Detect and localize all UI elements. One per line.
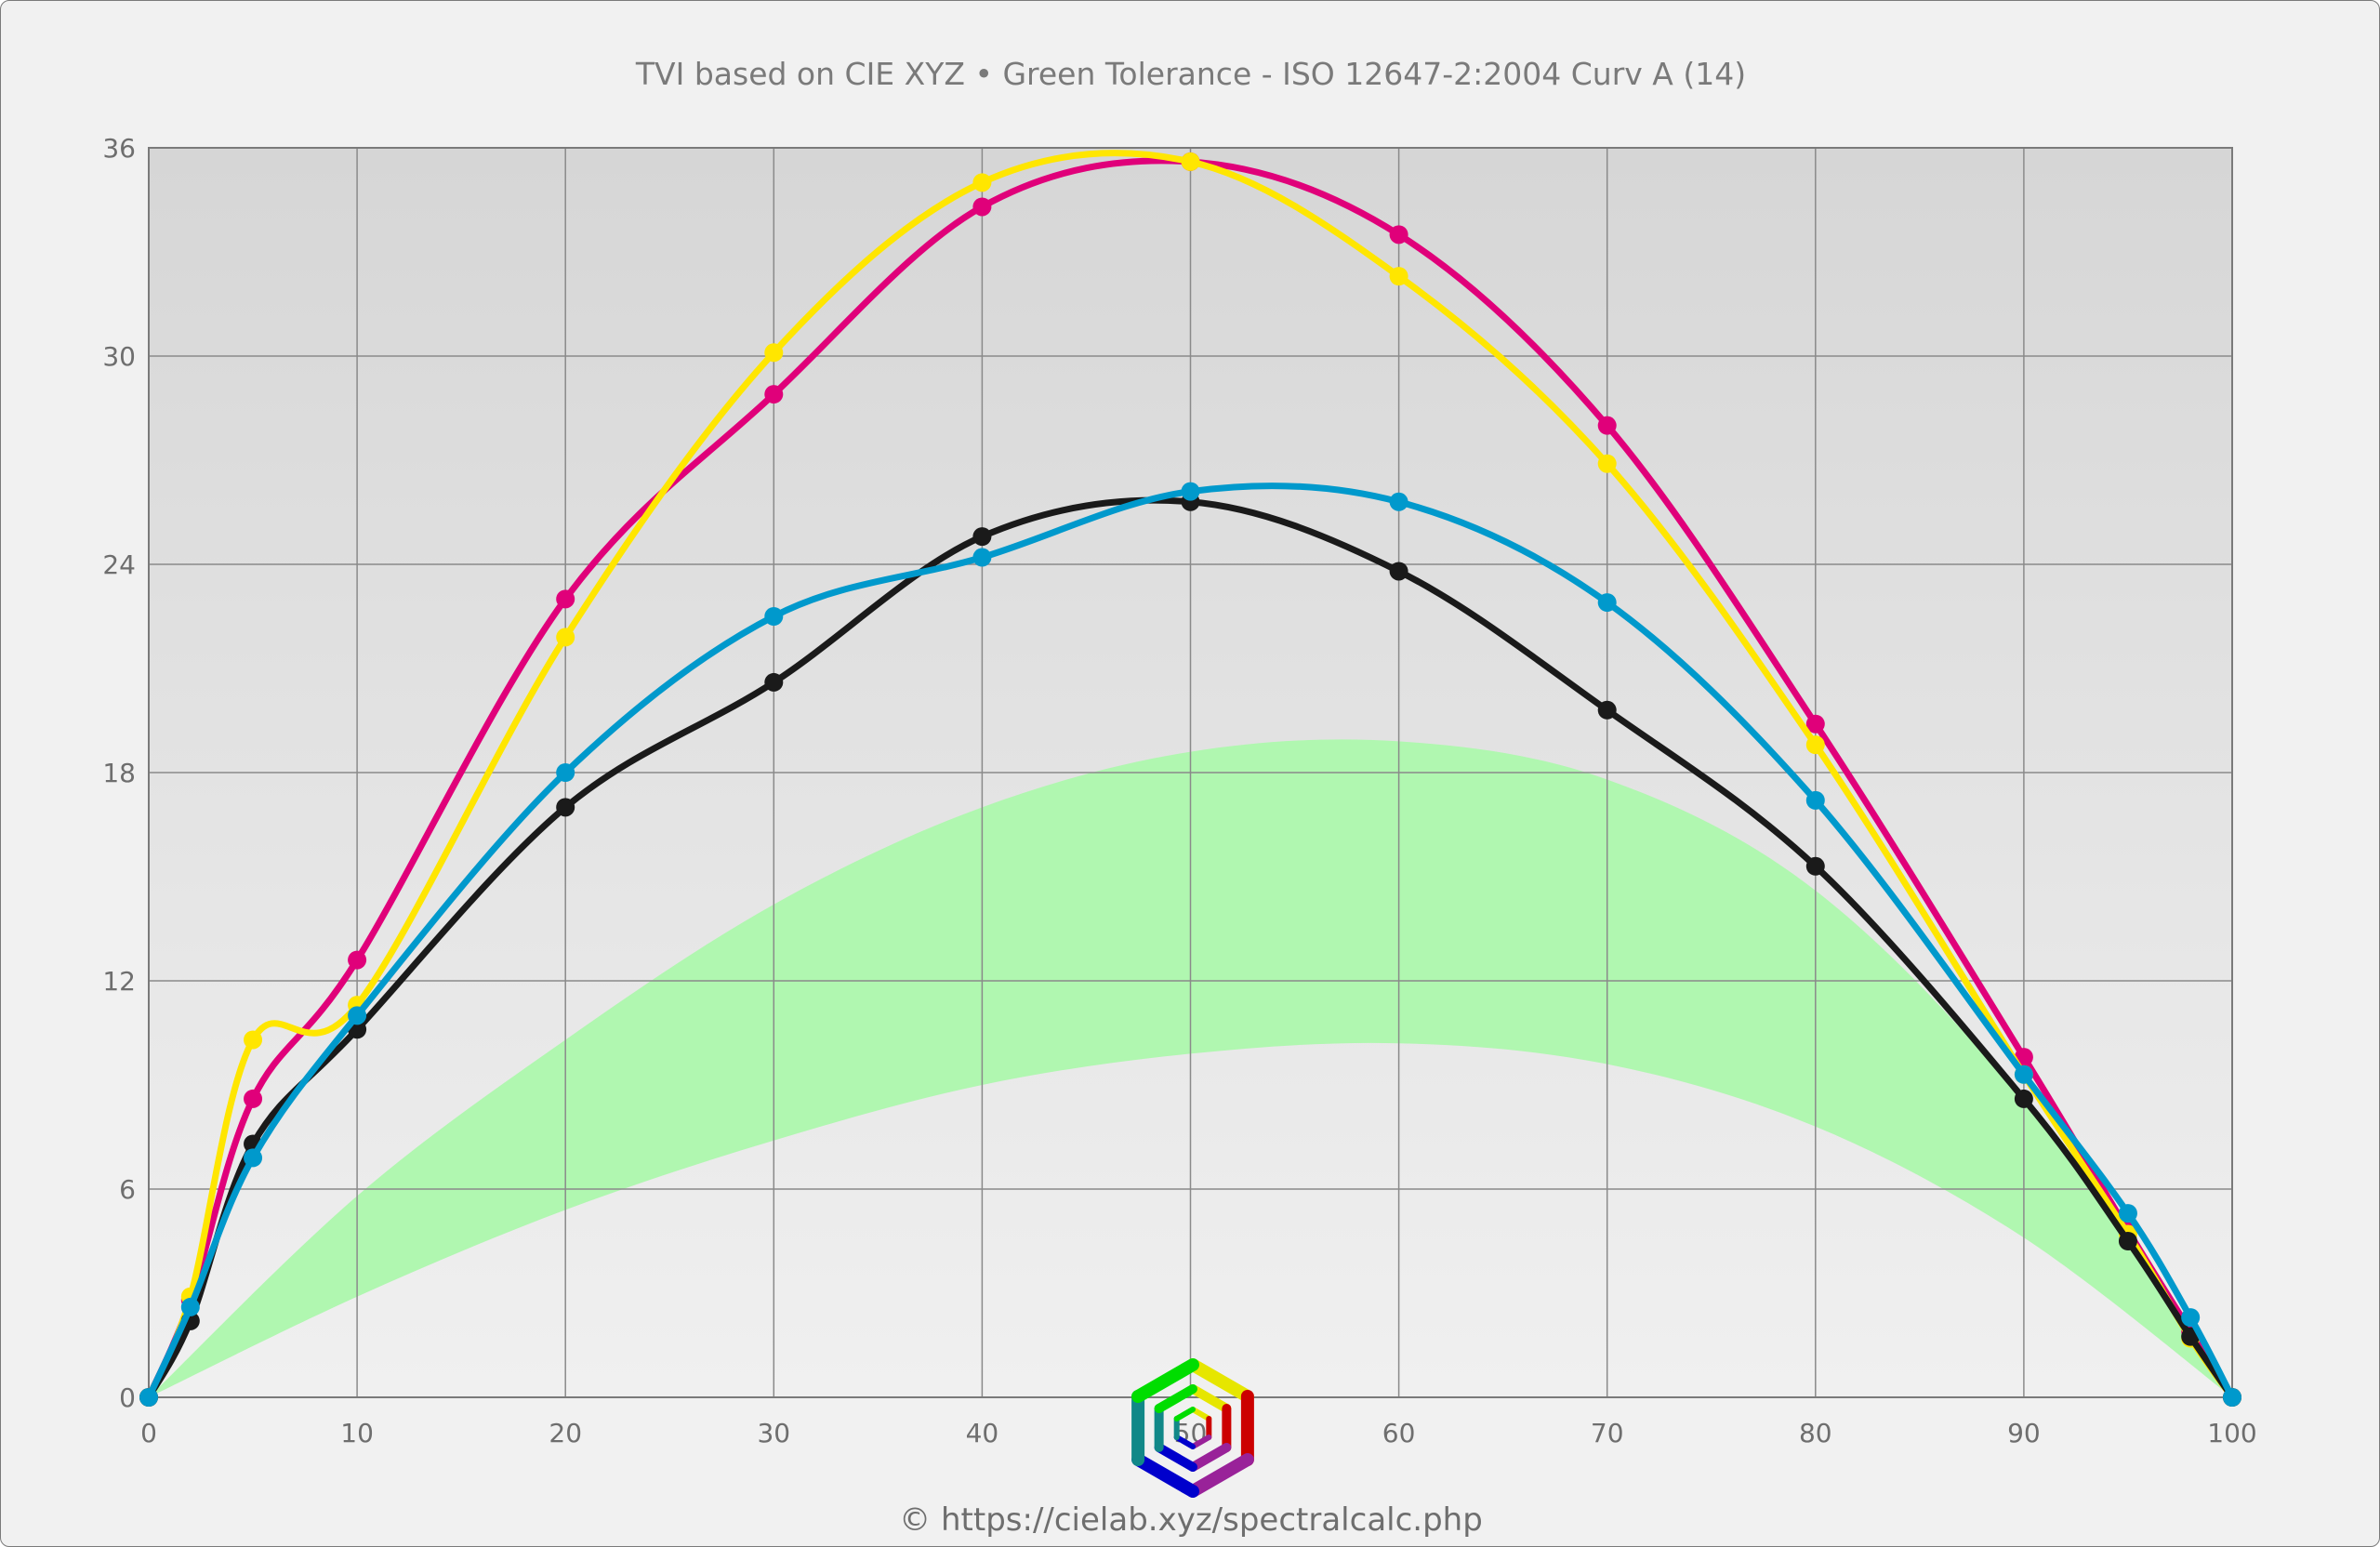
data-point (139, 1388, 158, 1407)
data-point (1389, 225, 1408, 245)
data-point (1181, 482, 1200, 501)
logo-hexagon-segment (1190, 1407, 1212, 1421)
data-point (2014, 1064, 2033, 1084)
plot-border (148, 147, 2233, 1398)
x-tick-label: 60 (1382, 1418, 1416, 1448)
data-point (1805, 735, 1825, 755)
x-tick-label: 20 (549, 1418, 582, 1448)
x-tick-label: 90 (2007, 1418, 2041, 1448)
data-point (244, 1089, 263, 1108)
logo-hexagon-segment (1154, 1443, 1197, 1472)
data-point (1805, 856, 1825, 876)
data-point (1181, 152, 1200, 171)
data-point (556, 589, 575, 609)
data-point (556, 798, 575, 817)
data-point (1389, 267, 1408, 286)
x-tick-label: 40 (966, 1418, 999, 1448)
logo-hexagon-segment (1173, 1435, 1196, 1449)
data-point (348, 1006, 367, 1025)
data-point (2223, 1388, 2241, 1407)
data-point (972, 548, 992, 567)
data-point (764, 343, 784, 363)
data-point (2118, 1232, 2137, 1250)
logo-hexagon-segment (1186, 1358, 1254, 1403)
data-point (244, 1030, 263, 1050)
x-tick-label: 80 (1799, 1418, 1832, 1448)
x-tick-label: 70 (1591, 1418, 1624, 1448)
logo-hexagon-segment (1190, 1435, 1212, 1449)
data-point (972, 173, 992, 192)
logo-hexagon-segment (1186, 1453, 1254, 1498)
data-point (2014, 1089, 2033, 1108)
data-point (2118, 1204, 2137, 1223)
logo-hexagon-segment (1188, 1443, 1232, 1472)
data-point (972, 197, 992, 217)
tolerance-band (149, 739, 2232, 1397)
logo-hexagon-segment (1188, 1384, 1232, 1413)
y-tick-label: 0 (119, 1382, 136, 1413)
data-point (556, 628, 575, 647)
logo-hexagon-segment (1173, 1407, 1196, 1421)
data-point (348, 950, 367, 970)
data-point (556, 763, 575, 782)
data-point (1805, 714, 1825, 734)
x-tick-label: 100 (2207, 1418, 2256, 1448)
logo-hexagon-segment (1154, 1384, 1197, 1413)
y-tick-label: 36 (102, 133, 136, 164)
logo-hexagon-segment (1131, 1358, 1199, 1403)
data-point (764, 672, 784, 692)
x-tick-label: 0 (140, 1418, 157, 1448)
data-point (1389, 492, 1408, 511)
data-point (764, 607, 784, 626)
data-point (1597, 700, 1617, 720)
x-tick-label: 30 (757, 1418, 790, 1448)
logo-hexagon-segment (1131, 1453, 1199, 1498)
y-tick-label: 30 (102, 341, 136, 372)
data-point (1389, 562, 1408, 581)
y-tick-label: 6 (119, 1174, 136, 1205)
x-tick-label: 10 (340, 1418, 374, 1448)
data-point (1805, 790, 1825, 810)
data-point (764, 385, 784, 404)
chart-title: TVI based on CIE XYZ • Green Tolerance -… (635, 56, 1746, 92)
y-tick-label: 12 (102, 966, 136, 997)
data-point (2181, 1308, 2201, 1328)
cielab-logo (1131, 1358, 1254, 1498)
data-point (1597, 593, 1617, 613)
credit-link[interactable]: © https://cielab.xyz/spectralcalc.php (899, 1501, 1483, 1539)
y-tick-label: 24 (102, 549, 136, 580)
data-point (1597, 416, 1617, 435)
data-point (1597, 454, 1617, 473)
data-point (244, 1148, 263, 1168)
data-point (972, 527, 992, 547)
y-tick-label: 18 (102, 758, 136, 788)
data-point (180, 1297, 200, 1316)
